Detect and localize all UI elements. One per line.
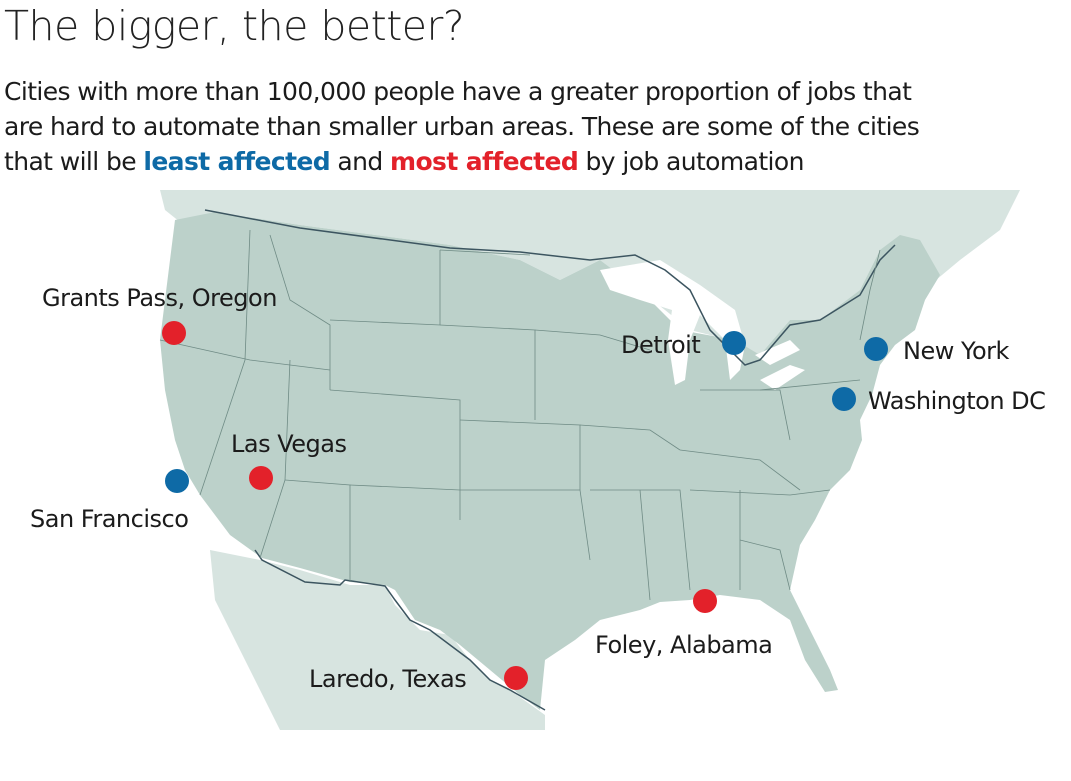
city-label: San Francisco xyxy=(30,505,188,533)
us-map xyxy=(159,190,1020,730)
city-san-francisco[interactable]: San Francisco xyxy=(30,469,189,533)
city-markers: Grants Pass, Oregon Las Vegas San Franci… xyxy=(30,284,1046,693)
city-label: Grants Pass, Oregon xyxy=(42,284,277,312)
city-detroit[interactable]: Detroit xyxy=(621,331,746,359)
canada-border xyxy=(204,209,896,366)
most-affected-key: most affected xyxy=(390,147,579,176)
most-affected-marker[interactable] xyxy=(162,321,186,345)
city-las-vegas[interactable]: Las Vegas xyxy=(231,430,347,490)
subtitle-prefix: that will be xyxy=(4,147,144,176)
state-borders xyxy=(159,229,881,601)
most-affected-marker[interactable] xyxy=(504,666,528,690)
least-affected-marker[interactable] xyxy=(722,331,746,355)
mexico-land xyxy=(210,550,545,730)
least-affected-marker[interactable] xyxy=(832,387,856,411)
page-title: The bigger, the better? xyxy=(4,2,465,50)
most-affected-marker[interactable] xyxy=(693,589,717,613)
mexico-border xyxy=(254,549,546,711)
subtitle-line-1: Cities with more than 100,000 people hav… xyxy=(4,77,912,106)
city-label: Foley, Alabama xyxy=(595,631,772,659)
city-label: Las Vegas xyxy=(231,430,346,458)
subtitle-line-2: are hard to automate than smaller urban … xyxy=(4,112,920,141)
most-affected-marker[interactable] xyxy=(249,466,273,490)
subtitle-suffix: by job automation xyxy=(578,147,805,176)
least-affected-marker[interactable] xyxy=(864,337,888,361)
city-new-york[interactable]: New York xyxy=(864,337,1010,365)
subtitle: Cities with more than 100,000 people hav… xyxy=(4,74,1064,179)
city-label: Detroit xyxy=(621,331,700,359)
city-label: Washington DC xyxy=(868,387,1045,415)
city-label: Laredo, Texas xyxy=(309,665,466,693)
city-label: New York xyxy=(903,337,1010,365)
canada-land xyxy=(160,190,1020,355)
great-lakes xyxy=(600,260,805,390)
city-laredo[interactable]: Laredo, Texas xyxy=(309,665,528,693)
subtitle-and: and xyxy=(330,147,391,176)
least-affected-key: least affected xyxy=(143,147,331,176)
city-washington-dc[interactable]: Washington DC xyxy=(832,387,1046,415)
city-foley[interactable]: Foley, Alabama xyxy=(595,589,773,659)
us-land xyxy=(160,212,940,710)
least-affected-marker[interactable] xyxy=(165,469,189,493)
subtitle-line-3: that will be least affected and most aff… xyxy=(4,144,1064,179)
city-grants-pass[interactable]: Grants Pass, Oregon xyxy=(42,284,277,345)
